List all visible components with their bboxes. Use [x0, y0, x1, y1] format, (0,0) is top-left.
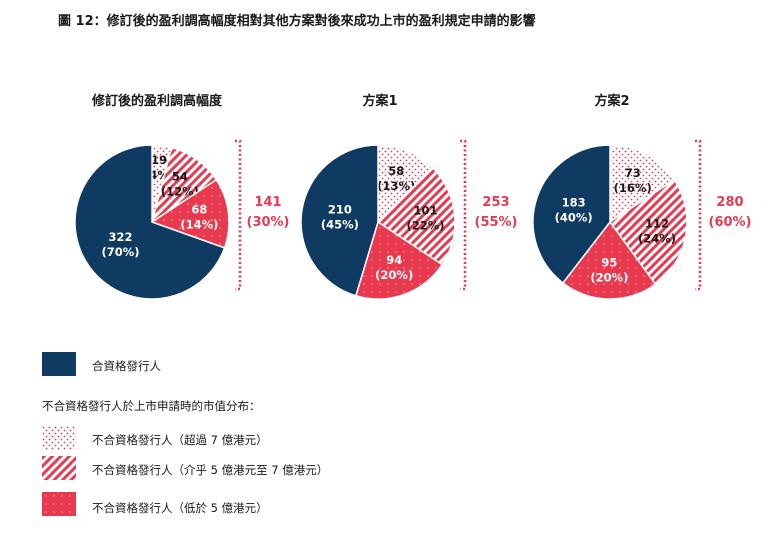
pie-1-value-label-between5and7: 54 — [172, 169, 188, 183]
pie-2-value-label-over7: 58 — [388, 164, 404, 178]
pie-1-slice-eligible — [74, 144, 226, 300]
legend-swatch-over7 — [42, 426, 76, 450]
pie-3-slice-below5 — [561, 220, 657, 300]
pie-3-value-label-over7: 73 — [625, 166, 641, 180]
pie-1-value-label-eligible: 322 — [108, 230, 132, 244]
legend-subtitle: 不合資格發行人於上市申請時的市值分布： — [42, 399, 261, 413]
legend-label-between5and7: 不合資格發行人（介乎 5 億港元至 7 億港元） — [92, 463, 329, 477]
pie-1-bracket-pct: (30%) — [247, 215, 290, 230]
pie-1-pct-label-between5and7: (12%) — [161, 184, 199, 198]
chart-title-1: 修訂後的盈利調高幅度 — [91, 94, 222, 109]
legend-swatch-below5 — [42, 492, 76, 516]
pie-3-pct-label-between5and7: (24%) — [638, 232, 676, 246]
legend-swatch-eligible — [42, 352, 76, 376]
pie-2-pct-label-over7: (13%) — [377, 179, 415, 193]
pie-3-bracket — [695, 139, 702, 291]
pie-3-value-label-below5: 95 — [601, 256, 617, 270]
legend-label-over7: 不合資格發行人（超過 7 億港元） — [92, 433, 268, 447]
pie-3-slice-eligible — [532, 144, 611, 284]
pie-2-value-label-below5: 94 — [386, 253, 402, 267]
pie-2-pct-label-below5: (20%) — [375, 268, 413, 282]
pie-2-slice-eligible — [300, 144, 379, 297]
legend-swatch-between5and7 — [42, 456, 76, 480]
pie-2-slice-below5 — [354, 220, 444, 300]
chart-title-3: 方案2 — [594, 94, 630, 109]
legend-label-eligible: 合資格發行人 — [92, 359, 161, 373]
pie-2-pct-label-eligible: (45%) — [321, 217, 359, 231]
pie-3-bracket-pct: (60%) — [709, 215, 752, 230]
chart-title-2: 方案1 — [362, 94, 398, 109]
pie-3-pct-label-eligible: (40%) — [555, 211, 593, 225]
pie-2-pct-label-between5and7: (22%) — [406, 218, 444, 232]
pie-3-slice-over7 — [609, 144, 676, 224]
pie-2-slice-over7 — [377, 144, 434, 224]
pie-2-slice-between5and7 — [376, 166, 456, 266]
pie-3-pct-label-below5: (20%) — [590, 271, 628, 285]
pie-1-bracket-value: 141 — [254, 195, 281, 210]
pie-3-value-label-eligible: 183 — [562, 196, 586, 210]
pie-2-bracket-value: 253 — [482, 195, 509, 210]
pie-3-slice-between5and7 — [608, 178, 688, 286]
pie-1-pct-label-below5: (14%) — [180, 217, 218, 231]
pie-1-value-label-over7: 19 — [151, 153, 167, 167]
pie-3-bracket-value: 280 — [716, 195, 743, 210]
pie-1-slice-below5 — [150, 178, 230, 249]
pie-2-value-label-eligible: 210 — [328, 202, 352, 216]
pie-3-value-label-between5and7: 112 — [645, 217, 669, 231]
legend-label-below5: 不合資格發行人（低於 5 億港元） — [92, 501, 268, 515]
pie-1-pct-label-eligible: (70%) — [101, 245, 139, 259]
figure-title: 圖 12：修訂後的盈利調高幅度相對其他方案對後來成功上市的盈利規定申請的影響 — [58, 14, 536, 29]
pie-1-value-label-below5: 68 — [191, 202, 207, 216]
pie-2-bracket — [460, 139, 467, 291]
pie-3-pct-label-over7: (16%) — [614, 181, 652, 195]
pie-1-bracket — [235, 139, 242, 291]
pie-2-value-label-between5and7: 101 — [413, 203, 437, 217]
pie-2-bracket-pct: (55%) — [475, 215, 518, 230]
pie-charts: 19(4%)54(12%)68(14%)322(70%)141(30%)58(1… — [74, 139, 752, 300]
